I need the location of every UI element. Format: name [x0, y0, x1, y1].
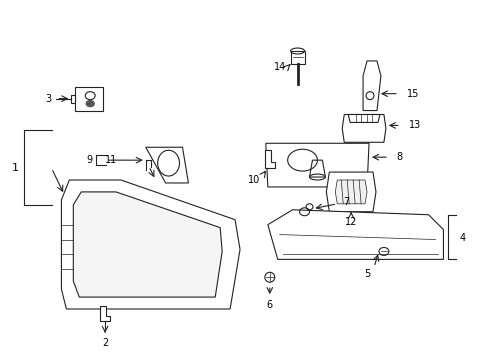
Polygon shape: [335, 180, 366, 204]
Polygon shape: [290, 51, 304, 64]
Text: 15: 15: [406, 89, 418, 99]
Polygon shape: [73, 192, 222, 297]
Polygon shape: [71, 95, 75, 103]
Polygon shape: [267, 210, 443, 260]
Polygon shape: [309, 160, 325, 177]
Polygon shape: [325, 172, 375, 212]
Polygon shape: [342, 114, 385, 142]
Text: 6: 6: [266, 300, 272, 310]
Polygon shape: [265, 143, 368, 187]
Text: 3: 3: [45, 94, 51, 104]
Text: 10: 10: [247, 175, 260, 185]
Polygon shape: [61, 180, 240, 309]
Polygon shape: [100, 306, 110, 321]
Text: 7: 7: [343, 197, 349, 207]
Text: 4: 4: [458, 233, 465, 243]
Polygon shape: [145, 147, 188, 183]
Polygon shape: [75, 87, 103, 111]
Text: 12: 12: [344, 217, 357, 227]
Text: 14: 14: [273, 62, 285, 72]
Ellipse shape: [86, 100, 94, 107]
Text: 2: 2: [102, 338, 108, 348]
Text: 1: 1: [12, 163, 19, 173]
Text: 11: 11: [105, 155, 117, 165]
Text: 5: 5: [363, 269, 369, 279]
Text: 13: 13: [408, 121, 420, 130]
Polygon shape: [362, 61, 380, 111]
Polygon shape: [264, 150, 274, 168]
Text: 9: 9: [86, 155, 92, 165]
Text: 8: 8: [396, 152, 402, 162]
Polygon shape: [347, 114, 379, 122]
